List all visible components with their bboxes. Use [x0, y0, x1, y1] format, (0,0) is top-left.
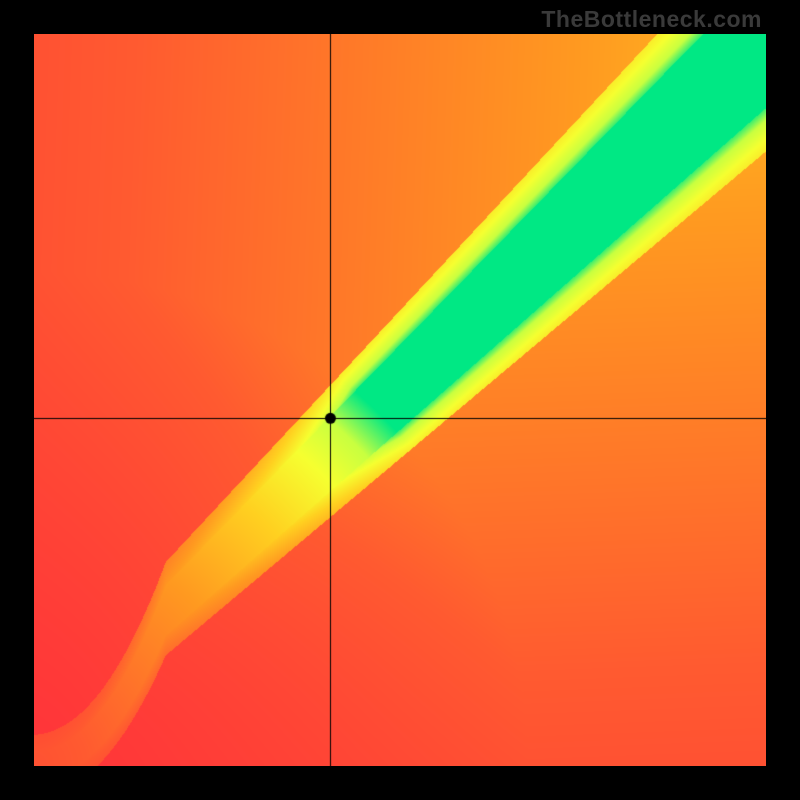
plot-area [34, 34, 766, 766]
heatmap-canvas [34, 34, 766, 766]
figure-container: TheBottleneck.com [0, 0, 800, 800]
watermark-text: TheBottleneck.com [541, 6, 762, 33]
